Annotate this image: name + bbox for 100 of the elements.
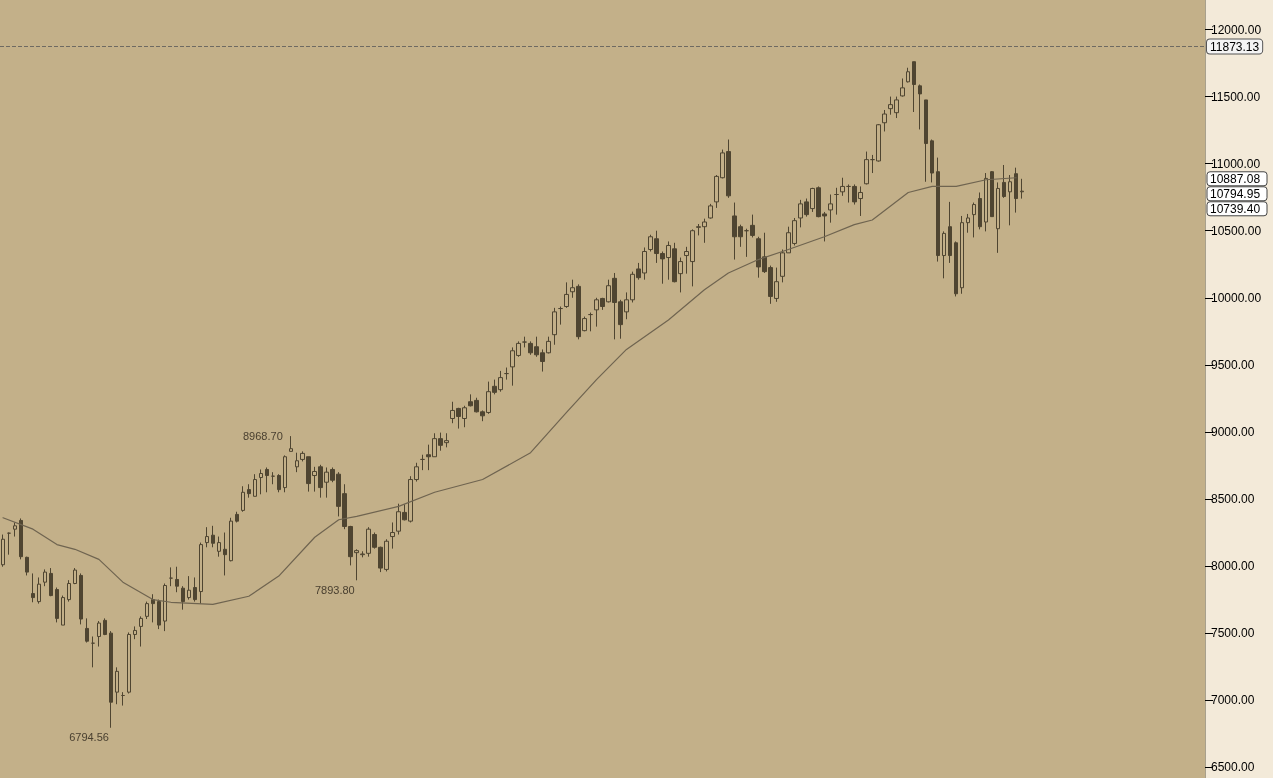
candlestick [61, 595, 65, 626]
candlestick [79, 572, 83, 625]
candlestick [133, 625, 137, 640]
candlestick [259, 468, 263, 495]
candlestick [181, 585, 185, 611]
candlestick [193, 576, 197, 603]
candlestick [1, 534, 5, 568]
candlestick [139, 615, 143, 648]
candlestick [247, 483, 251, 499]
candlestick [67, 579, 71, 603]
candlestick [1020, 178, 1024, 200]
candlestick [864, 151, 869, 185]
candlestick [906, 67, 910, 83]
y-tick-label: 6500.00 [1211, 760, 1255, 775]
candlestick [564, 281, 569, 309]
annotation: 8968.70 [242, 430, 283, 443]
candlestick [235, 511, 239, 523]
candlestick [13, 521, 17, 538]
candlestick [840, 177, 845, 197]
candlestick [1014, 167, 1018, 214]
y-tick-label: 10000.00 [1211, 290, 1262, 305]
candlestick [277, 473, 281, 493]
candlestick [552, 307, 557, 346]
candlestick [163, 583, 167, 632]
text: 10887.08 [1210, 171, 1261, 186]
candlestick [211, 525, 215, 548]
candlestick [271, 471, 275, 485]
y-tick-label: 10500.00 [1211, 223, 1262, 238]
candlestick [972, 202, 976, 238]
candlestick [966, 213, 970, 234]
candlestick [169, 566, 173, 587]
candlestick [930, 139, 934, 183]
candlestick [984, 172, 988, 232]
candlestick [295, 452, 299, 473]
y-tick-label: 11500.00 [1211, 89, 1261, 104]
annotation: 7893.80 [314, 583, 355, 596]
candlestick [31, 572, 35, 603]
candlestick [199, 542, 203, 605]
y-tick-label: 7000.00 [1211, 693, 1255, 708]
candlestick [157, 599, 161, 630]
text: 10794.95 [1210, 186, 1261, 201]
candlestick [175, 566, 179, 593]
candlestick [990, 170, 994, 218]
candlestick [217, 536, 221, 558]
candlestick [151, 593, 155, 623]
candlestick [924, 99, 928, 183]
candlestick [834, 187, 839, 216]
candlestick [97, 620, 101, 648]
candlestick [390, 521, 395, 550]
candlestick [936, 157, 940, 263]
candlestick [420, 454, 425, 471]
candlestick [85, 617, 89, 644]
y-tick-label: 8000.00 [1211, 559, 1255, 574]
candlestick [187, 575, 191, 601]
candlestick [954, 240, 958, 297]
candlestick [37, 576, 41, 605]
line-series [2, 177, 1017, 605]
y-tick-label: 9500.00 [1211, 357, 1255, 372]
candlestick [19, 517, 23, 560]
candlestick [1002, 164, 1006, 199]
candlestick [558, 306, 563, 326]
candlestick [942, 230, 946, 279]
candlestick [265, 466, 269, 493]
candlestick [828, 194, 833, 224]
y-tick-label: 11000.00 [1211, 156, 1261, 171]
candlestick [145, 601, 149, 620]
candlestick [103, 617, 107, 636]
candlestick [49, 567, 53, 597]
candlestick [948, 201, 952, 264]
candlestick [960, 215, 964, 295]
candlestick [708, 203, 713, 220]
y-tick-label: 9000.00 [1211, 424, 1255, 439]
candlestick [25, 556, 29, 576]
candlestick [115, 666, 119, 705]
candlestick [289, 435, 293, 452]
candlestick [882, 109, 887, 132]
annotation: 6794.56 [69, 731, 109, 744]
candlestick [223, 532, 227, 576]
candlestick [504, 367, 509, 381]
candlestick [978, 191, 982, 230]
candlestick [1008, 174, 1012, 226]
y-tick-label: 12000.00 [1211, 22, 1262, 37]
candlestick [43, 568, 47, 587]
candlestick [283, 454, 287, 493]
candlestick [241, 485, 245, 513]
text: 10739.40 [1210, 201, 1261, 216]
candlestick [7, 532, 11, 556]
candlestick [109, 630, 113, 729]
candlestick [253, 473, 257, 497]
candlestick [229, 517, 233, 562]
candlestick [55, 587, 59, 623]
candlestick [996, 181, 1000, 254]
candlestick [912, 61, 916, 113]
candlestick [918, 84, 922, 130]
candlestick [73, 567, 77, 585]
candlestick [522, 336, 527, 348]
y-tick-label: 8500.00 [1211, 491, 1255, 506]
candlestick [588, 312, 593, 332]
y-tick-label: 7500.00 [1211, 626, 1255, 641]
candlestick [127, 631, 131, 694]
